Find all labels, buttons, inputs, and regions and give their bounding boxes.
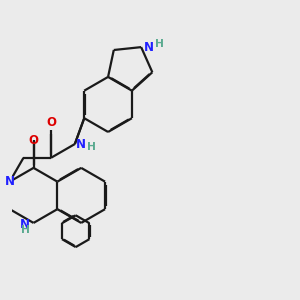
Text: H: H [87, 142, 96, 152]
Text: N: N [20, 218, 29, 231]
Text: O: O [28, 134, 38, 147]
Text: N: N [5, 175, 15, 188]
Text: O: O [46, 116, 56, 129]
Text: N: N [144, 40, 154, 54]
Text: H: H [20, 225, 29, 235]
Text: H: H [155, 39, 164, 50]
Text: N: N [76, 138, 86, 151]
